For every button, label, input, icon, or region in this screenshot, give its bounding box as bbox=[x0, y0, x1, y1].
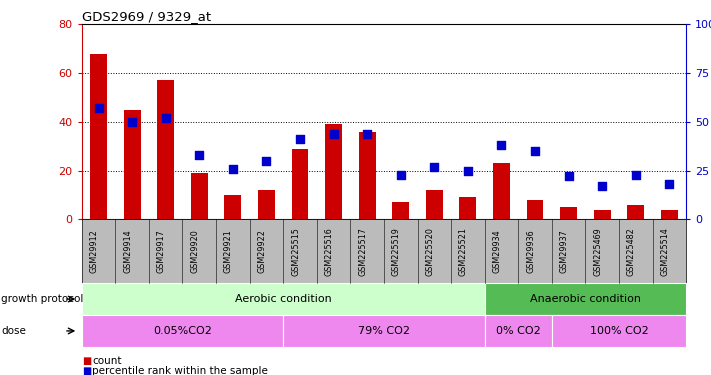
Bar bbox=[225, 195, 241, 219]
Point bbox=[529, 148, 541, 154]
Text: percentile rank within the sample: percentile rank within the sample bbox=[92, 366, 268, 375]
Point bbox=[395, 171, 407, 177]
Text: GSM225520: GSM225520 bbox=[425, 227, 434, 276]
Bar bbox=[157, 81, 174, 219]
Point bbox=[261, 158, 272, 164]
Bar bbox=[191, 173, 208, 219]
Text: 100% CO2: 100% CO2 bbox=[589, 326, 648, 336]
Text: GSM225482: GSM225482 bbox=[627, 227, 636, 276]
Bar bbox=[560, 207, 577, 219]
Point bbox=[93, 105, 105, 111]
Text: GSM29934: GSM29934 bbox=[493, 230, 501, 273]
Point bbox=[294, 136, 306, 142]
Bar bbox=[527, 200, 543, 219]
Text: GSM225516: GSM225516 bbox=[325, 227, 333, 276]
Bar bbox=[258, 190, 275, 219]
Text: GSM225519: GSM225519 bbox=[392, 227, 401, 276]
Text: GSM29937: GSM29937 bbox=[560, 230, 569, 273]
Bar bbox=[594, 210, 611, 219]
Text: GSM225469: GSM225469 bbox=[593, 227, 602, 276]
Text: GSM29922: GSM29922 bbox=[257, 229, 267, 273]
Point bbox=[462, 168, 474, 174]
Point bbox=[630, 171, 641, 177]
Bar bbox=[292, 149, 309, 219]
Text: dose: dose bbox=[1, 326, 26, 336]
Text: GSM29921: GSM29921 bbox=[224, 230, 233, 273]
Bar bbox=[627, 205, 644, 219]
Point bbox=[429, 164, 440, 170]
Point bbox=[127, 119, 138, 125]
Text: GSM225515: GSM225515 bbox=[291, 227, 300, 276]
Point bbox=[597, 183, 608, 189]
Bar bbox=[661, 210, 678, 219]
Point bbox=[663, 181, 675, 187]
Bar bbox=[124, 110, 141, 219]
Text: 0.05%CO2: 0.05%CO2 bbox=[153, 326, 212, 336]
Text: 79% CO2: 79% CO2 bbox=[358, 326, 410, 336]
Bar bbox=[325, 124, 342, 219]
Bar bbox=[459, 197, 476, 219]
Text: GSM29917: GSM29917 bbox=[156, 230, 166, 273]
Text: ■: ■ bbox=[82, 356, 91, 366]
Bar bbox=[392, 202, 409, 219]
Text: GSM225517: GSM225517 bbox=[358, 227, 367, 276]
Point bbox=[193, 152, 205, 158]
Point bbox=[328, 130, 339, 136]
Text: GSM29920: GSM29920 bbox=[191, 230, 199, 273]
Text: count: count bbox=[92, 356, 122, 366]
Text: 0% CO2: 0% CO2 bbox=[496, 326, 540, 336]
Point bbox=[563, 174, 574, 180]
Bar bbox=[359, 132, 375, 219]
Text: GSM29914: GSM29914 bbox=[123, 230, 132, 273]
Point bbox=[361, 130, 373, 136]
Text: GSM225521: GSM225521 bbox=[459, 227, 468, 276]
Point bbox=[496, 142, 507, 148]
Point bbox=[228, 166, 239, 172]
Text: GSM225514: GSM225514 bbox=[661, 227, 669, 276]
Text: GSM29912: GSM29912 bbox=[90, 230, 99, 273]
Text: GDS2969 / 9329_at: GDS2969 / 9329_at bbox=[82, 10, 211, 23]
Text: growth protocol: growth protocol bbox=[1, 294, 84, 304]
Text: ■: ■ bbox=[82, 366, 91, 375]
Bar bbox=[90, 54, 107, 219]
Text: Anaerobic condition: Anaerobic condition bbox=[530, 294, 641, 304]
Text: GSM29936: GSM29936 bbox=[526, 230, 535, 273]
Bar bbox=[426, 190, 443, 219]
Point bbox=[160, 115, 171, 121]
Bar bbox=[493, 164, 510, 219]
Text: Aerobic condition: Aerobic condition bbox=[235, 294, 331, 304]
